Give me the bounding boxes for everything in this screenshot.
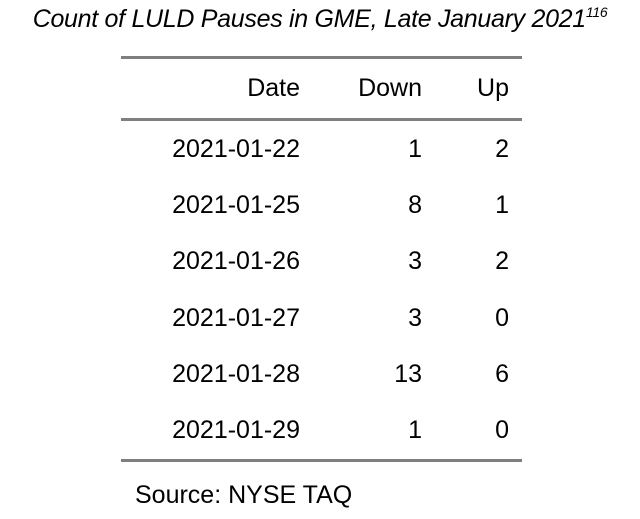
table-row: 2021-01-27 3 0: [121, 290, 522, 346]
header-row: Date Down Up: [121, 59, 522, 118]
table-row: 2021-01-25 8 1: [121, 177, 522, 233]
data-table-body: 2021-01-22 1 2 2021-01-25 8 1 2021-01-26…: [121, 121, 522, 459]
table-title: Count of LULD Pauses in GME, Late Januar…: [0, 4, 640, 34]
column-header-date: Date: [247, 74, 300, 102]
header-rule: [121, 118, 522, 121]
column-header-down: Down: [358, 74, 422, 102]
table-bottom-rule: [121, 458, 522, 462]
data-table: Date Down Up: [121, 59, 522, 118]
table-row: 2021-01-26 3 2: [121, 234, 522, 290]
cell-down: 1: [408, 416, 422, 445]
cell-date: 2021-01-27: [172, 303, 300, 332]
cell-date: 2021-01-22: [172, 134, 300, 163]
cell-date: 2021-01-29: [172, 416, 300, 445]
cell-up: 0: [495, 416, 509, 445]
table-top-rule: [121, 56, 522, 59]
cell-up: 2: [495, 247, 509, 276]
cell-down: 8: [408, 190, 422, 219]
cell-down: 1: [408, 134, 422, 163]
cell-down: 13: [394, 359, 422, 388]
table-row: 2021-01-22 1 2: [121, 121, 522, 177]
cell-up: 2: [495, 134, 509, 163]
cell-date: 2021-01-25: [172, 190, 300, 219]
cell-date: 2021-01-26: [172, 247, 300, 276]
cell-up: 1: [495, 190, 509, 219]
cell-date: 2021-01-28: [172, 359, 300, 388]
cell-down: 3: [408, 303, 422, 332]
column-header-up: Up: [477, 74, 509, 102]
cell-up: 6: [495, 359, 509, 388]
cell-up: 0: [495, 303, 509, 332]
title-footnote-marker: 116: [585, 4, 608, 20]
cell-down: 3: [408, 247, 422, 276]
source-note: Source: NYSE TAQ: [135, 481, 353, 509]
table-row: 2021-01-29 1 0: [121, 402, 522, 458]
luld-pauses-table: Date Down Up 2021-01-22 1 2 2021-01-25 8…: [121, 56, 522, 462]
title-text: Count of LULD Pauses in GME, Late Januar…: [32, 5, 587, 33]
table-row: 2021-01-28 13 6: [121, 346, 522, 402]
